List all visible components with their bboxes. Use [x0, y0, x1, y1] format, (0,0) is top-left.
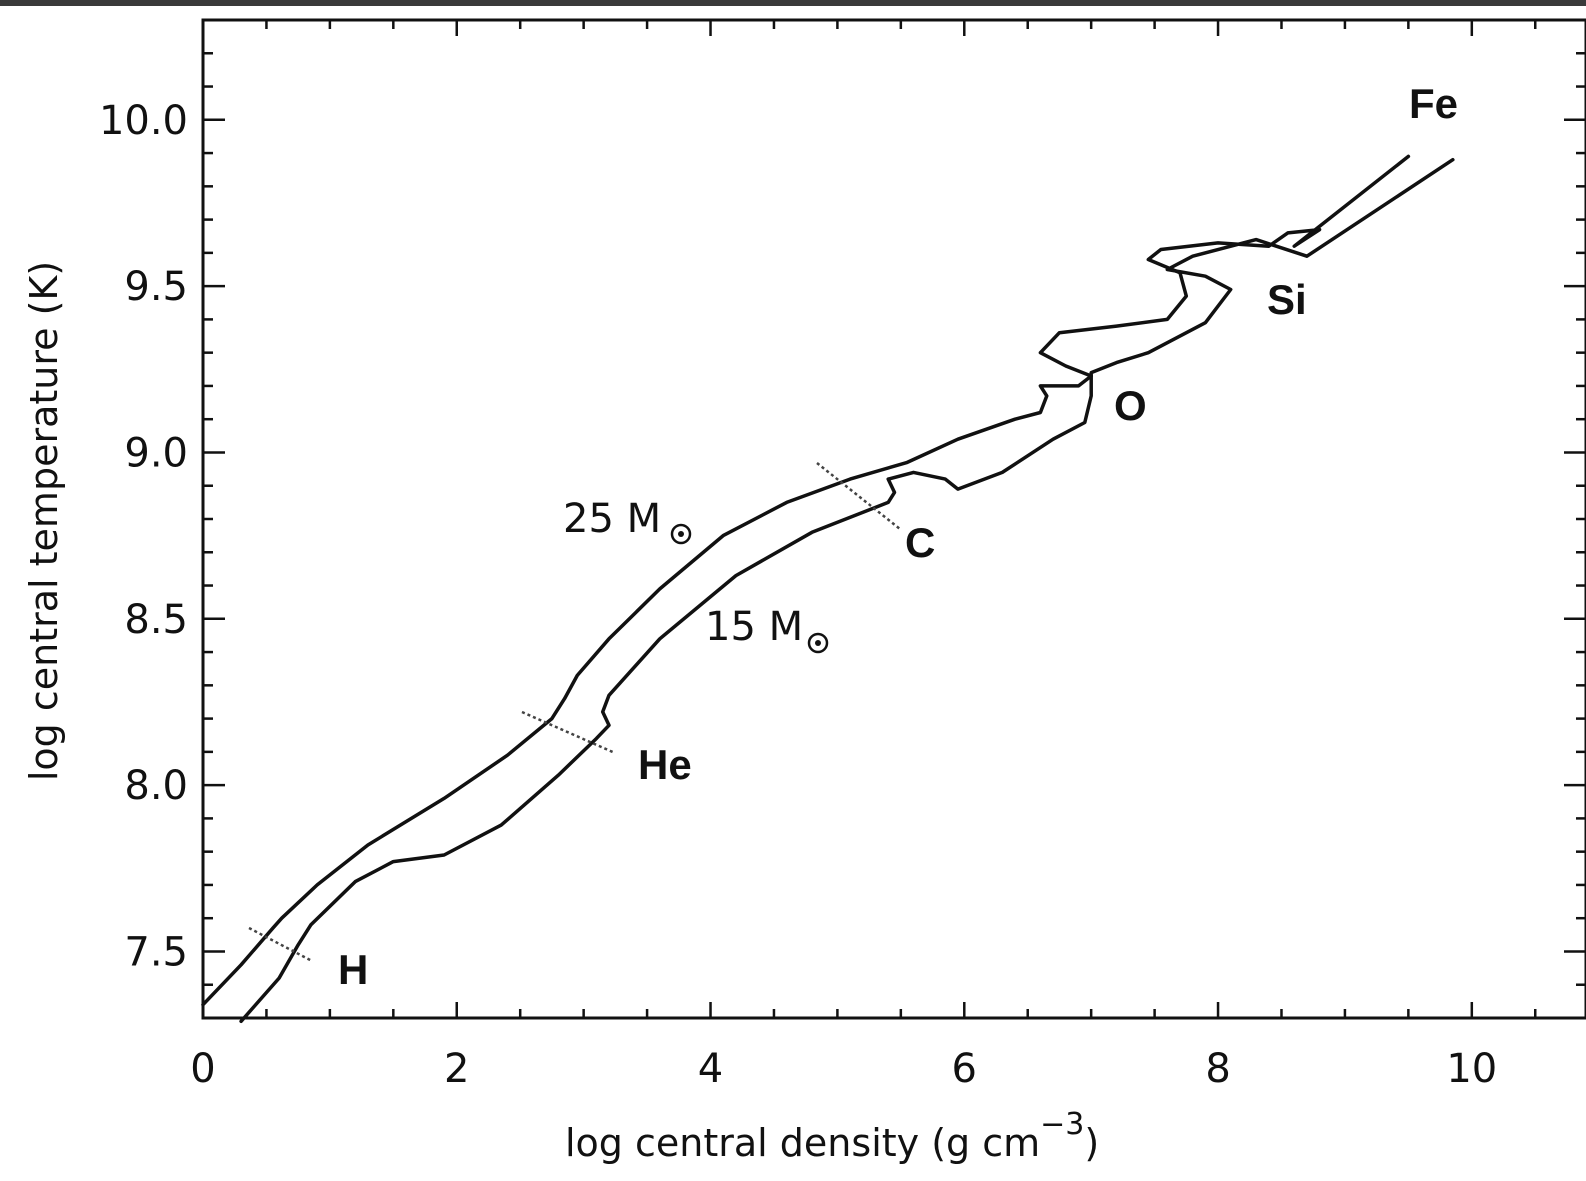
y-tick-label: 8.5 [124, 597, 188, 643]
series-label-15: 15 M [705, 604, 829, 654]
stage-label-h: H [338, 946, 368, 993]
x-tick-label: 6 [952, 1046, 977, 1092]
y-tick-label: 7.5 [124, 929, 188, 975]
x-axis-ticks: 0 2 4 6 8 10 [190, 20, 1537, 1092]
he-boundary-marker [521, 710, 616, 755]
stage-label-fe: Fe [1409, 80, 1458, 127]
y-axis-ticks: 7.5 8.0 8.5 9.0 9.5 10.0 [99, 18, 1586, 986]
c-boundary-marker [816, 462, 901, 530]
series-label-25-text: 25 M [563, 496, 661, 542]
track-line-25 [201, 154, 1411, 1007]
stage-label-o: O [1114, 382, 1147, 429]
x-axis-label-exponent: −3 [1040, 1107, 1084, 1142]
sun-symbol-icon [670, 523, 692, 545]
x-tick-label: 2 [444, 1046, 469, 1092]
sun-symbol-icon [807, 632, 829, 654]
series-label-15-text: 15 M [705, 604, 803, 650]
y-tick-label: 9.0 [124, 430, 188, 476]
y-axis-label: log central temperature (K) [22, 261, 66, 781]
track-line-15 [239, 157, 1455, 1024]
x-tick-label: 8 [1205, 1046, 1230, 1092]
plot-area [201, 18, 1586, 1020]
x-axis-label-close: ) [1084, 1121, 1099, 1165]
stage-label-c: C [905, 519, 935, 566]
stage-label-he: He [638, 741, 692, 788]
x-tick-label: 4 [698, 1046, 723, 1092]
series-label-25: 25 M [563, 496, 692, 545]
x-tick-label: 10 [1446, 1046, 1497, 1092]
stage-label-si: Si [1267, 276, 1307, 323]
central-temperature-density-chart: 0 2 4 6 8 10 7.5 8.0 8.5 9.0 9.5 10.0 log central … [22, 18, 1586, 1165]
x-axis-label-main: log central density (g cm [565, 1121, 1040, 1165]
x-axis-label: log central density (g cm−3) [565, 1107, 1099, 1165]
y-tick-label: 8.0 [124, 763, 188, 809]
series-group [201, 154, 1455, 1024]
x-tick-label: 0 [190, 1046, 215, 1092]
y-tick-label: 10.0 [99, 98, 188, 144]
y-tick-label: 9.5 [124, 264, 188, 310]
